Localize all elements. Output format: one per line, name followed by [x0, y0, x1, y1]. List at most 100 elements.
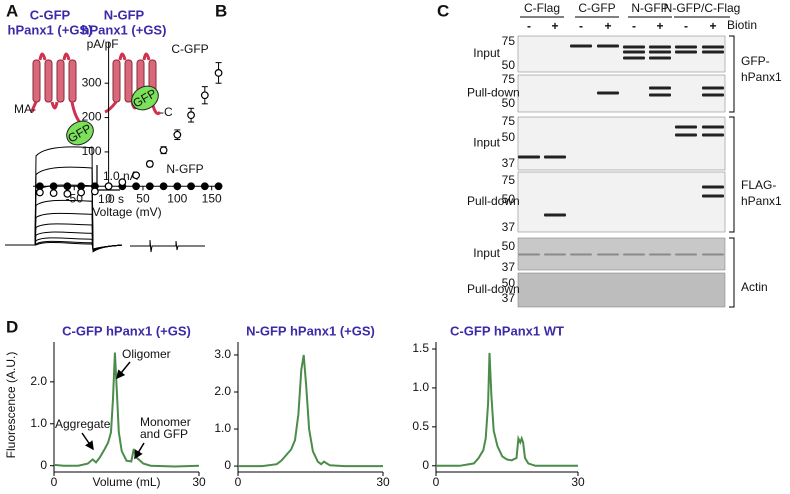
data-point	[145, 160, 154, 168]
mw-marker: 50	[502, 276, 516, 290]
lane-sign: +	[656, 19, 663, 33]
data-point	[90, 187, 99, 196]
panel-label: C	[437, 1, 449, 20]
band	[597, 91, 619, 95]
row-label: Pull-down	[467, 194, 520, 208]
chart-title: C-GFP hPanx1 (+GS)	[62, 323, 191, 338]
scale-time: 1.0 s	[98, 192, 124, 206]
mw-marker: 37	[502, 260, 516, 274]
y-tick-label: 1.5	[412, 341, 429, 355]
band	[623, 56, 645, 60]
mw-marker: 50	[502, 192, 516, 206]
data-point	[200, 182, 209, 191]
band	[649, 50, 671, 54]
row-label: Input	[473, 246, 500, 260]
band	[544, 213, 566, 217]
mw-marker: 37	[502, 291, 516, 305]
treatment-label: Biotin	[727, 18, 757, 32]
lane-sign: -	[579, 19, 583, 33]
y-tick-label: 200	[82, 110, 102, 124]
lane-sign: +	[604, 19, 611, 33]
x-tick-label: 0	[433, 475, 440, 489]
lane-sign: -	[684, 19, 688, 33]
x-tick-label: 0	[235, 475, 242, 489]
data-point	[159, 182, 168, 191]
chromatogram	[53, 352, 200, 468]
construct-title: N-GFP	[104, 7, 145, 22]
x-tick-label: 100	[167, 191, 187, 205]
group-bracket	[729, 116, 735, 233]
mw-marker: 75	[502, 173, 516, 187]
data-point	[173, 182, 182, 191]
data-point	[173, 130, 182, 139]
data-point	[49, 189, 58, 198]
row-label: Pull-down	[467, 86, 520, 100]
x-tick-label: 0	[105, 191, 112, 205]
band	[518, 253, 540, 256]
band	[702, 45, 724, 49]
band	[570, 253, 592, 256]
band	[623, 45, 645, 49]
band	[702, 93, 724, 97]
band	[675, 50, 697, 54]
data-point	[200, 91, 209, 100]
annotation-arrow	[134, 442, 145, 460]
column-label: N-GFP	[631, 1, 668, 15]
y-tick-label: 2.0	[30, 374, 47, 388]
band	[702, 125, 724, 129]
terminus-label: -C	[160, 105, 173, 119]
y-tick-label: 0	[40, 458, 47, 472]
blot	[517, 74, 726, 113]
mw-marker: 50	[502, 58, 516, 72]
band	[675, 45, 697, 49]
data-point	[145, 182, 154, 191]
y-tick-label: 1.0	[214, 421, 231, 435]
x-tick-label: 0	[51, 475, 58, 489]
mw-marker: 37	[502, 156, 516, 170]
band	[518, 155, 540, 159]
terminus-label: MA-	[14, 102, 36, 116]
lane-sign: -	[632, 19, 636, 33]
band	[649, 253, 671, 256]
data-point	[214, 182, 223, 191]
data-point	[159, 146, 168, 155]
blot	[517, 272, 726, 308]
axes	[435, 342, 578, 473]
column-label: C-Flag	[524, 1, 560, 15]
series-label: C-GFP	[171, 42, 208, 56]
y-tick-label: 0	[422, 458, 429, 472]
row-label: Input	[473, 136, 500, 150]
band	[675, 133, 697, 137]
data-point	[63, 189, 72, 198]
protein-cartoon	[30, 52, 162, 146]
panel-label: A	[6, 1, 18, 20]
group-bracket	[729, 237, 735, 308]
band	[702, 133, 724, 137]
row-label: Input	[473, 46, 500, 60]
band	[702, 253, 724, 256]
y-tick-label: 0	[224, 458, 231, 472]
chart-title: C-GFP hPanx1 WT	[450, 323, 564, 338]
band	[623, 253, 645, 256]
mw-marker: 75	[502, 114, 516, 128]
lane-sign: +	[551, 19, 558, 33]
data-point	[187, 111, 195, 120]
data-point	[132, 171, 140, 180]
y-tick-label: 100	[82, 144, 102, 158]
group-label: Actin	[741, 280, 768, 294]
chromatogram	[436, 352, 578, 467]
x-tick-label: 30	[192, 475, 206, 489]
row-label: Pull-down	[467, 282, 520, 296]
data-point	[63, 182, 72, 191]
annotation: Monomer	[140, 415, 191, 429]
x-tick-label: 30	[571, 475, 585, 489]
western-blots	[517, 35, 726, 308]
band	[597, 44, 619, 48]
group-label: hPanx1	[741, 70, 782, 84]
panel-label: B	[215, 1, 227, 20]
panel-label: D	[6, 317, 18, 336]
band	[544, 253, 566, 256]
band	[702, 194, 724, 198]
band	[649, 56, 671, 60]
